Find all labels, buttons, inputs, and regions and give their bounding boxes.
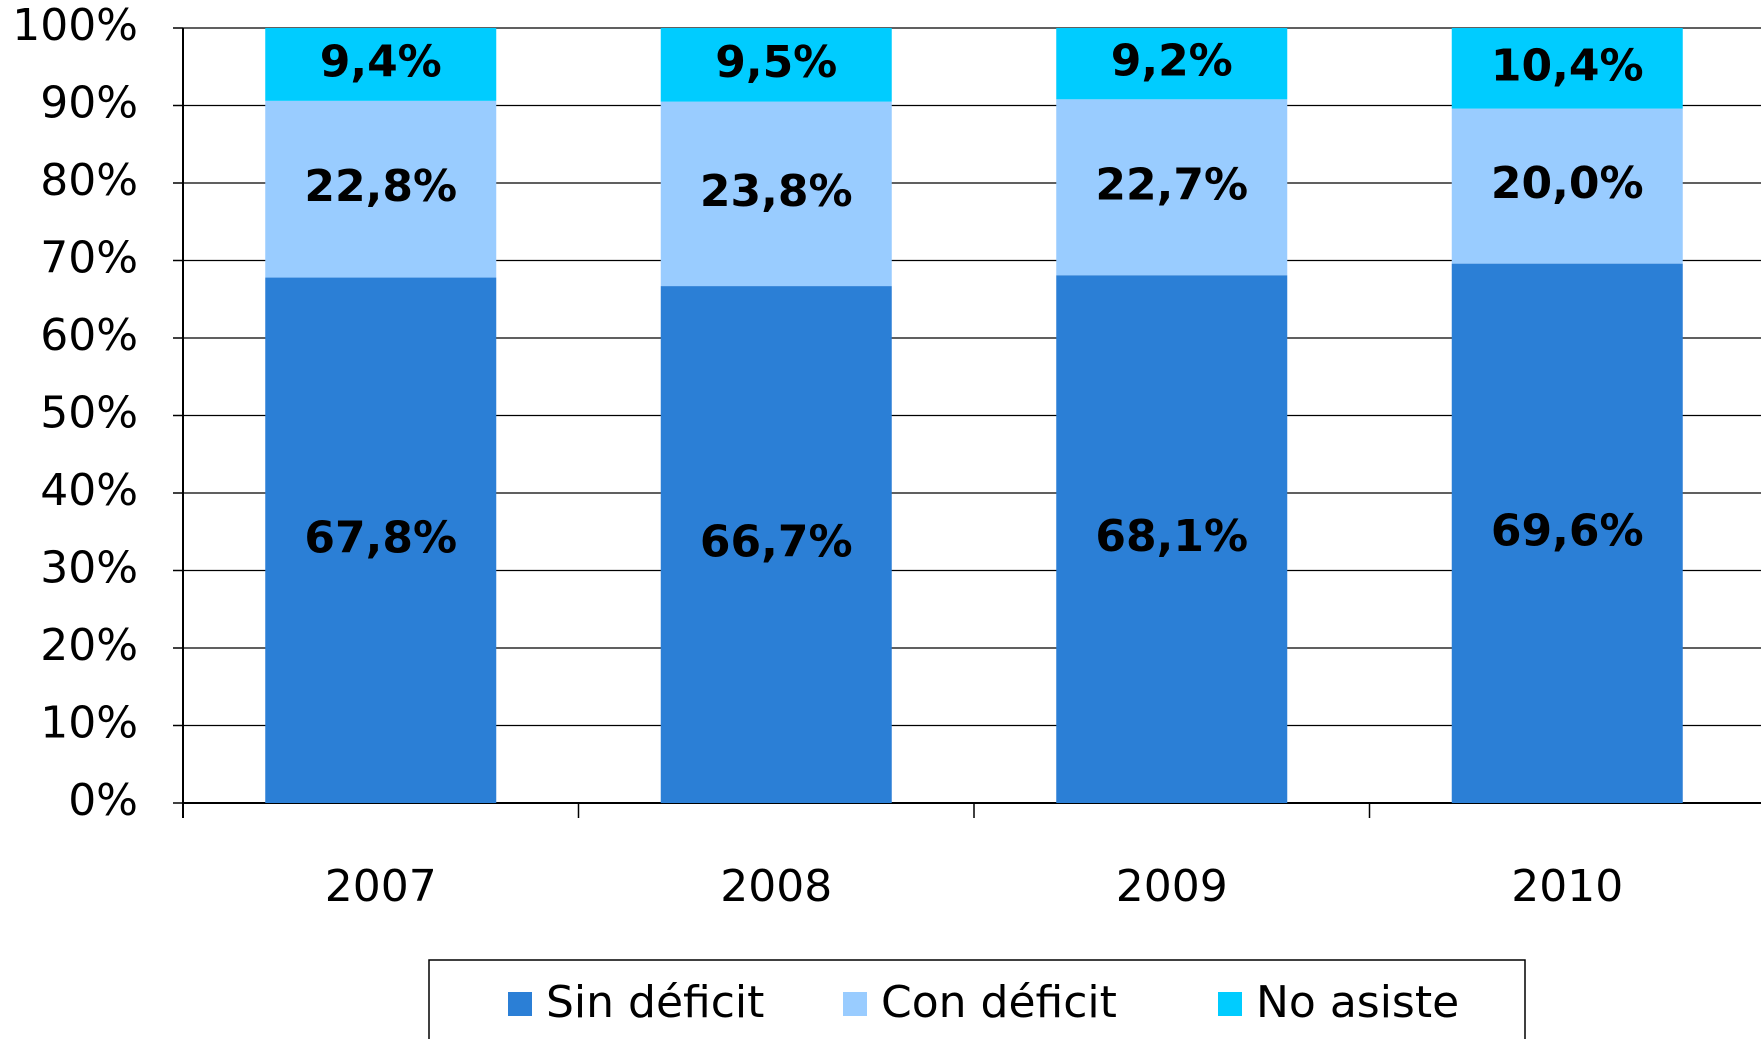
bar-segment	[660, 28, 892, 102]
y-tick-label: 70%	[40, 233, 138, 284]
bar-segment	[660, 101, 892, 287]
x-tick-label: 2009	[1116, 861, 1228, 912]
y-tick-label: 10%	[40, 698, 138, 749]
y-tick-label: 90%	[40, 78, 138, 129]
data-label: 69,6%	[1491, 505, 1644, 556]
bar-segment	[660, 286, 892, 803]
x-tick-label: 2008	[720, 861, 832, 912]
data-label: 9,2%	[1111, 36, 1233, 87]
bar-segment	[1056, 275, 1288, 804]
data-label: 67,8%	[304, 512, 457, 563]
data-label: 66,7%	[700, 517, 853, 568]
y-tick-label: 50%	[40, 388, 138, 439]
legend-label: Con déficit	[881, 977, 1117, 1028]
bar-segment	[265, 100, 497, 278]
legend-label: No asiste	[1256, 977, 1459, 1028]
x-tick-label: 2010	[1511, 861, 1623, 912]
bar-segment	[265, 277, 497, 803]
y-tick-label: 20%	[40, 620, 138, 671]
legend-box	[428, 959, 1526, 1039]
data-label: 22,8%	[304, 161, 457, 212]
data-label: 9,5%	[715, 37, 837, 88]
y-tick-label: 60%	[40, 310, 138, 361]
data-label: 9,4%	[320, 36, 442, 87]
legend-swatch	[843, 992, 867, 1016]
y-tick-label: 30%	[40, 543, 138, 594]
bar-segment	[1056, 28, 1288, 100]
y-tick-label: 100%	[12, 0, 138, 51]
legend-swatch	[508, 992, 532, 1016]
legend-label: Sin déficit	[546, 977, 764, 1028]
bar-segment	[265, 28, 497, 101]
y-tick-label: 80%	[40, 155, 138, 206]
data-label: 68,1%	[1095, 511, 1248, 562]
y-tick-label: 40%	[40, 465, 138, 516]
x-tick-label: 2007	[325, 861, 437, 912]
bar-segment	[1451, 28, 1683, 109]
bar-segment	[1451, 108, 1683, 264]
bar-segment	[1451, 263, 1683, 804]
legend-swatch	[1218, 992, 1242, 1016]
bar-segment	[1056, 99, 1288, 276]
data-label: 23,8%	[700, 166, 853, 217]
data-label: 10,4%	[1491, 40, 1644, 91]
data-label: 22,7%	[1095, 159, 1248, 210]
y-tick-label: 0%	[68, 775, 138, 826]
data-label: 20,0%	[1491, 158, 1644, 209]
